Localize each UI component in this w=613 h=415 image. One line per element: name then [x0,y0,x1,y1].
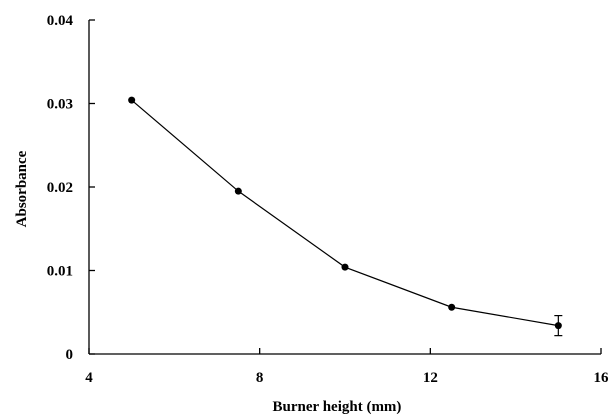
data-point [554,322,562,330]
x-ticks: 4 8 12 16 [85,348,609,386]
y-tick-label: 0.02 [47,180,73,196]
y-tick-label: 0.01 [47,264,73,280]
y-tick-label: 0.04 [47,13,74,29]
y-tick-label: 0.03 [47,97,73,113]
plot-area [128,96,563,337]
data-point [448,303,456,311]
x-tick-label: 16 [594,370,610,386]
data-point [341,263,349,271]
x-tick-label: 4 [85,370,93,386]
data-point [128,96,136,104]
axes [88,20,601,355]
y-axis-title: Absorbance [14,150,30,227]
x-tick-label: 12 [423,370,438,386]
x-tick-label: 8 [256,370,264,386]
data-point [234,187,242,195]
y-tick-label: 0 [66,347,74,363]
x-axis-title: Burner height (mm) [273,399,402,415]
series-line [131,99,559,327]
y-ticks: 0 0.01 0.02 0.03 0.04 [47,13,95,363]
